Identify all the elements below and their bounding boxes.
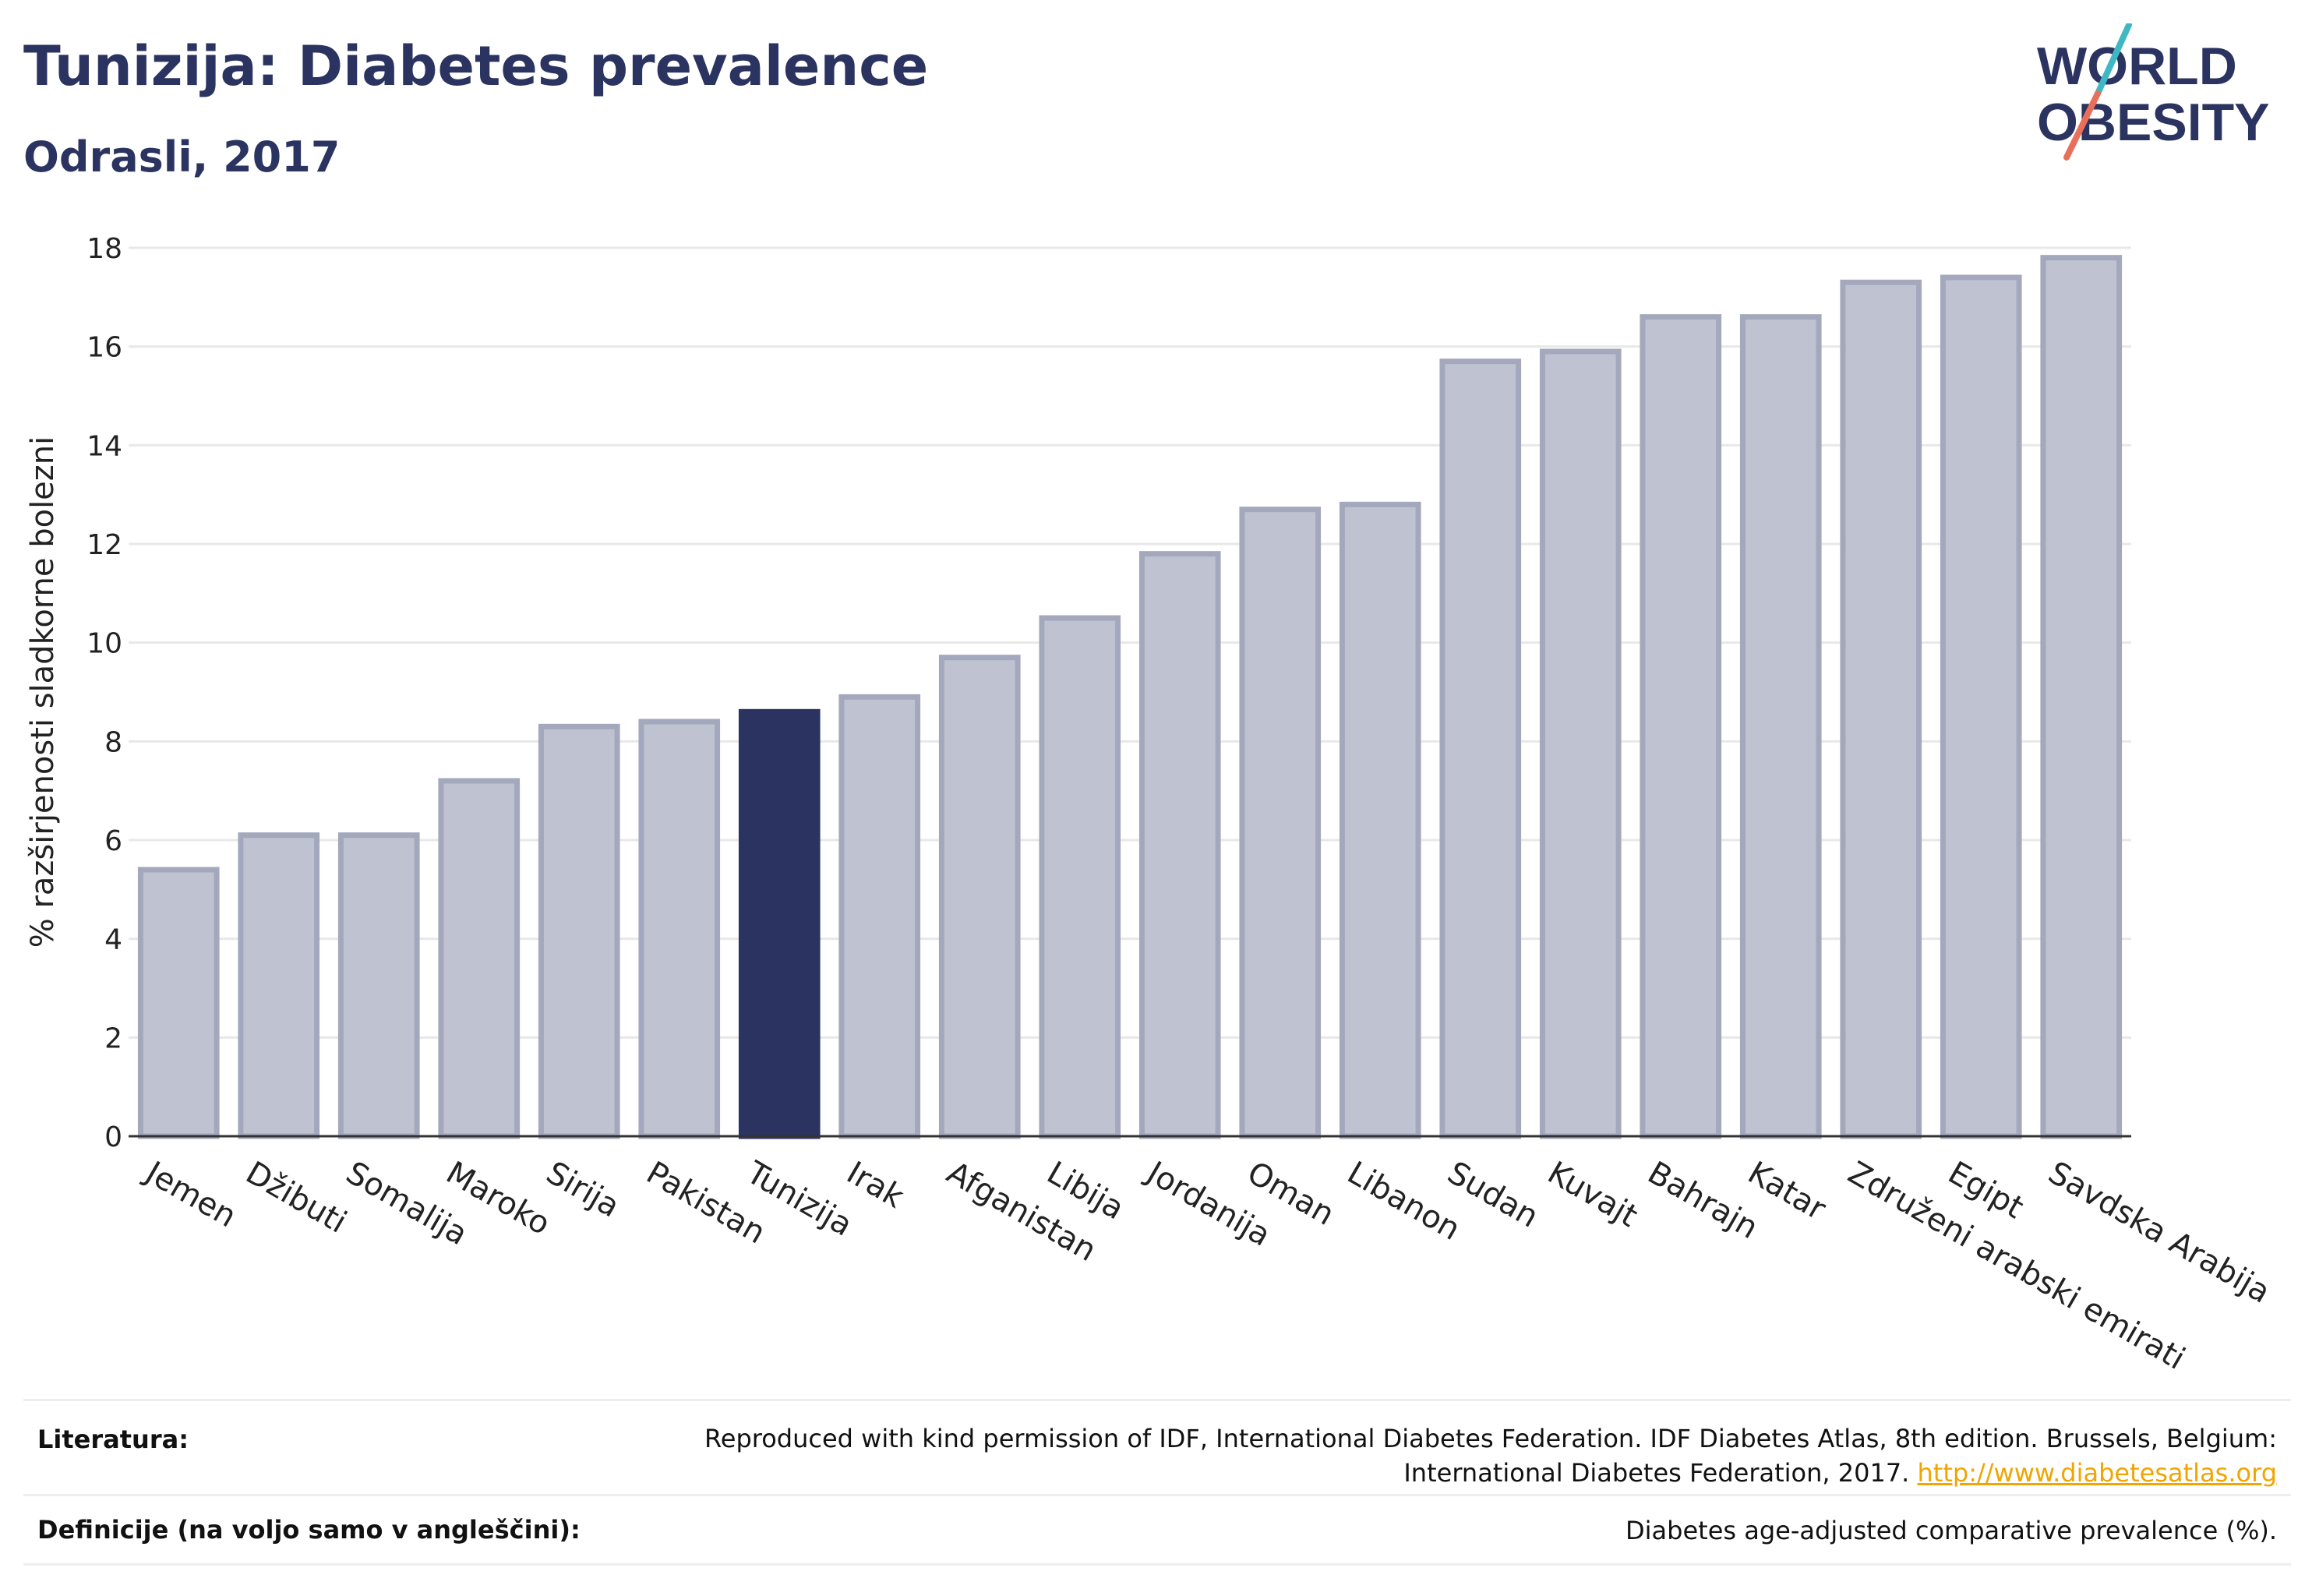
bar-sirija — [538, 723, 620, 1139]
bar-združeni-arabski-emirati — [1840, 279, 1922, 1139]
bar-sudan — [1439, 358, 1522, 1139]
definitions-label: Definicije (na voljo samo v angleščini): — [37, 1515, 581, 1545]
bar-oman — [1239, 507, 1322, 1139]
bar-libija — [1039, 615, 1121, 1139]
logo-line1: WORLD — [2037, 37, 2237, 96]
bar-kuvajt — [1539, 348, 1622, 1139]
x-tick-label: Irak — [841, 1155, 910, 1216]
page-title: Tunizija: Diabetes prevalence — [23, 34, 929, 98]
references-text-line2-text: International Diabetes Federation, 2017. — [1403, 1458, 1910, 1488]
bar-džibuti — [238, 832, 320, 1139]
logo-slash-bottom — [2063, 90, 2101, 161]
bar-libanon — [1339, 501, 1421, 1139]
bar-tunizija — [738, 708, 821, 1139]
bar-jemen — [137, 867, 220, 1139]
y-tick-label: 2 — [104, 1022, 122, 1054]
bar-somalija — [337, 832, 420, 1139]
references-text-line1: Reproduced with kind permission of IDF, … — [704, 1424, 2277, 1453]
y-tick-label: 4 — [104, 924, 122, 956]
references-link[interactable]: http://www.diabetesatlas.org — [1917, 1458, 2277, 1488]
y-tick-label: 12 — [86, 529, 122, 561]
logo-slash-top — [2095, 23, 2132, 97]
world-obesity-logo: WORLD OBESITY — [2037, 23, 2270, 161]
y-tick-label: 6 — [104, 825, 122, 857]
y-tick-label: 8 — [104, 726, 122, 758]
bar-savdska-arabija — [2040, 255, 2123, 1139]
bar-pakistan — [638, 719, 721, 1139]
x-tick-label: Jemen — [138, 1153, 242, 1234]
references-label: Literatura: — [37, 1425, 189, 1454]
footer-definitions-row: Definicije (na voljo samo v angleščini):… — [23, 1494, 2291, 1566]
bars — [137, 255, 2123, 1139]
x-tick-label: Kuvajt — [1541, 1155, 1643, 1234]
bar-katar — [1739, 314, 1822, 1139]
y-tick-label: 0 — [104, 1121, 122, 1153]
y-tick-label: 10 — [86, 628, 122, 660]
y-axis-ticks: 0 2 4 6 8 10 12 14 16 18 — [86, 233, 122, 1153]
x-tick-label: Džibuti — [240, 1155, 353, 1241]
y-tick-label: 16 — [86, 332, 122, 364]
x-tick-label: Libanon — [1341, 1155, 1466, 1248]
references-text: Reproduced with kind permission of IDF, … — [704, 1421, 2277, 1490]
bar-bahrajn — [1640, 314, 1722, 1139]
grid-lines — [129, 246, 2131, 1039]
bar-afganistan — [938, 655, 1021, 1139]
bar-chart: 0 2 4 6 8 10 12 14 16 18 JemenDžibutiSomalijaMaro… — [25, 233, 2276, 1377]
bar-maroko — [438, 778, 521, 1139]
bar-jordanija — [1138, 551, 1221, 1139]
references-text-line2: International Diabetes Federation, 2017.… — [704, 1456, 2277, 1490]
footer-references-row: Literatura: Reproduced with kind permiss… — [23, 1399, 2291, 1496]
page-subtitle: Odrasli, 2017 — [23, 132, 341, 182]
x-tick-label: Bahrajn — [1642, 1155, 1764, 1246]
definitions-text: Diabetes age-adjusted comparative preval… — [1626, 1516, 2277, 1545]
bar-irak — [838, 694, 921, 1139]
y-tick-label: 14 — [86, 430, 122, 462]
bar-egipt — [1940, 274, 2022, 1139]
y-tick-label: 18 — [86, 233, 122, 265]
y-axis-label: % razširjenosti sladkorne bolezni — [25, 436, 61, 948]
